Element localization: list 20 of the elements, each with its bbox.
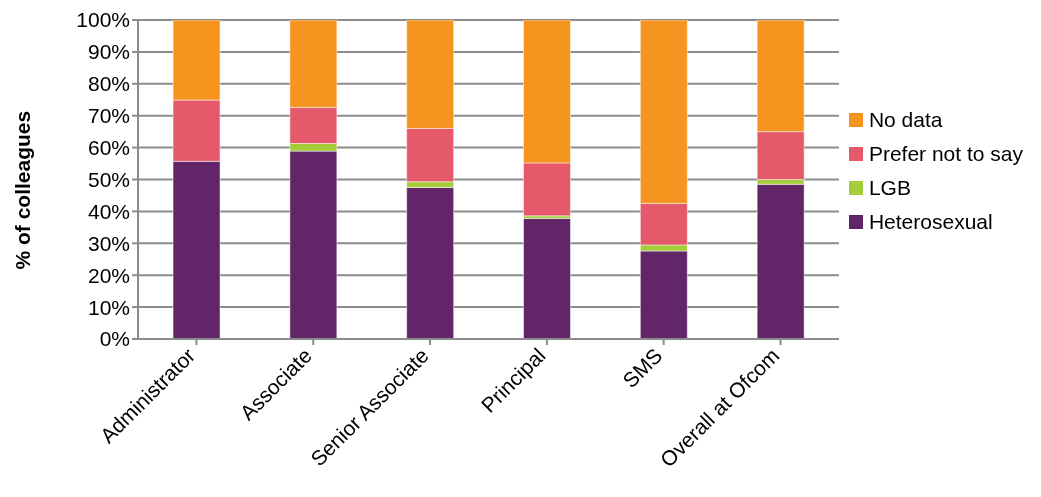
y-tick-label: 70% [87,104,130,128]
y-tick-label: 100% [76,8,130,32]
y-tick-label: 30% [87,231,130,255]
bar [523,217,572,339]
y-axis-title: % of colleagues [11,110,35,270]
y-tick-label: 40% [87,199,130,223]
bar [756,183,805,339]
legend-label: Prefer not to say [868,142,1023,166]
legend-label: No data [868,108,943,132]
y-tick-label: 80% [87,72,130,96]
bar [406,186,455,339]
y-tick-label: 50% [87,167,130,191]
legend-label: Heterosexual [868,210,993,234]
y-tick-label: 10% [87,295,130,319]
y-tick-label: 90% [87,40,130,64]
y-tick-label: 0% [99,327,130,351]
y-tick-label: 60% [87,136,130,160]
legend-label: LGB [868,176,911,200]
y-tick-label: 20% [87,263,130,287]
bar [639,250,688,339]
